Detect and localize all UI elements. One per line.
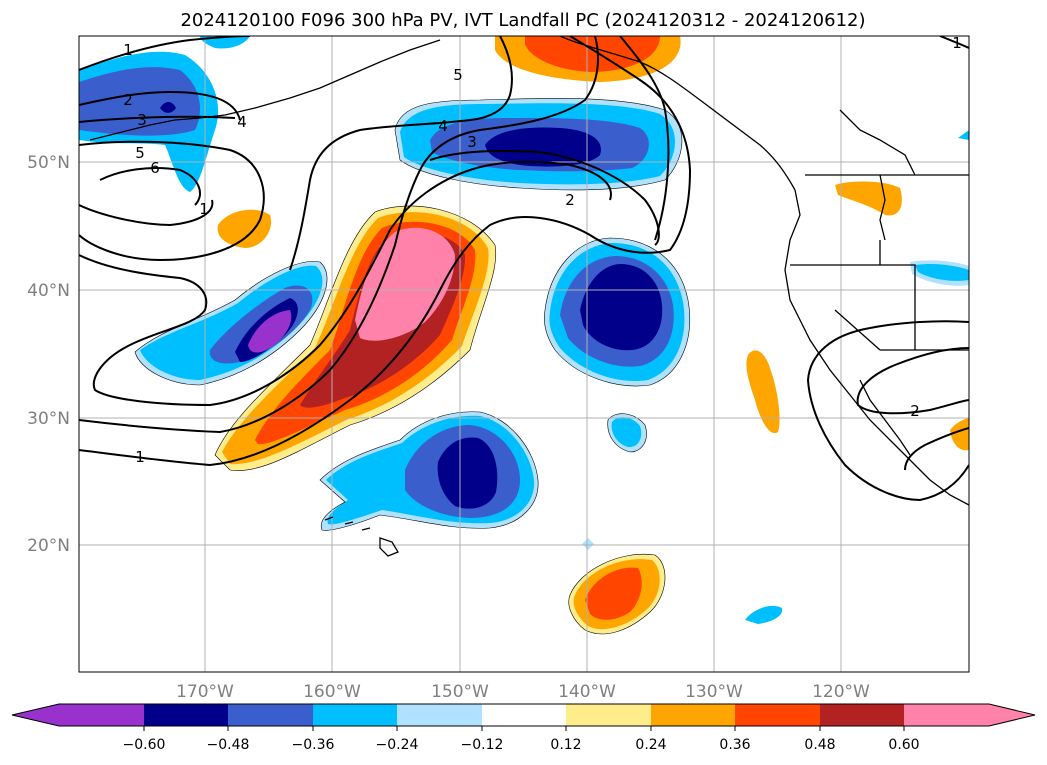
colorbar-tick-label: −0.36: [292, 737, 335, 753]
negative-nw-top: [200, 36, 250, 49]
longitude-labels: 170°W 160°W 150°W 140°W 130°W 120°W: [176, 682, 870, 702]
colorbar-segment: [313, 704, 397, 726]
colorbar-segment: [144, 704, 228, 726]
colorbar-extend-low: [12, 704, 59, 726]
colorbar-segment: [904, 704, 989, 726]
lat-label: 20°N: [27, 536, 70, 556]
colorbar-tick-label: 0.48: [804, 737, 835, 753]
colorbar-tick-label: 0.24: [635, 737, 666, 753]
contour-label: 2: [565, 191, 575, 209]
contour-label: 1: [135, 448, 145, 466]
colorbar-segment: [735, 704, 820, 726]
contour-labels: 1 2 3 4 5 6 1 1 4 3 5 2 2 1: [123, 34, 962, 466]
positive-small-coast: [746, 350, 780, 434]
colorbar-segment: [566, 704, 651, 726]
negative-small-a-sky: [611, 417, 642, 448]
negative-south-navy: [437, 437, 498, 509]
map-panel: 1 2 3 4 5 6 1 1 4 3 5 2 2 1: [79, 34, 969, 672]
positive-small-east: [950, 418, 969, 451]
figure-title: 2024120100 F096 300 hPa PV, IVT Landfall…: [180, 10, 865, 31]
colorbar-segment: [397, 704, 482, 726]
colorbar-tick-label: 0.60: [888, 737, 919, 753]
contour-label: 1: [199, 200, 209, 218]
colorbar-segment: [820, 704, 904, 726]
contour-label: 5: [135, 144, 145, 162]
colorbar-segment: [651, 704, 735, 726]
positive-small-nw: [835, 181, 902, 216]
map-frame: [78, 35, 970, 673]
negative-small-d: [958, 130, 969, 140]
contour-label: 2: [123, 91, 133, 109]
colorbar-outline: [11, 703, 1036, 727]
negative-anomaly-fields: [79, 36, 969, 624]
contour-label: 3: [137, 111, 147, 129]
colorbar-extend-high: [989, 704, 1035, 726]
colorbar-segment: [482, 704, 566, 726]
colorbar-tick-label: −0.48: [207, 737, 250, 753]
contour-label: 4: [237, 113, 247, 131]
pv-contours: [79, 36, 969, 502]
contour-label: 1: [952, 34, 962, 52]
negative-west-purple: [248, 310, 292, 353]
colorbar-tick-label: −0.12: [461, 737, 504, 753]
field-outlines: [134, 98, 690, 635]
colorbar-tick-label: 0.12: [550, 737, 581, 753]
latitude-labels: 50°N 40°N 30°N 20°N: [27, 153, 70, 556]
negative-small-c-sky: [915, 263, 969, 281]
contour-label: 5: [453, 66, 463, 84]
negative-north-navy: [485, 127, 601, 167]
contour-label: 3: [467, 133, 477, 151]
lat-label: 40°N: [27, 281, 70, 301]
negative-east-navy: [580, 264, 663, 351]
lon-label: 140°W: [558, 682, 616, 702]
contour-label: 4: [438, 117, 448, 135]
negative-small-b: [745, 605, 783, 624]
lat-label: 30°N: [27, 409, 70, 429]
positive-south-red: [585, 567, 642, 620]
negative-small-e: [582, 538, 594, 550]
lon-label: 160°W: [303, 682, 361, 702]
coastlines: [89, 36, 969, 557]
colorbar-tick-label: −0.24: [376, 737, 419, 753]
colorbar-tick-label: −0.60: [123, 737, 166, 753]
lon-label: 130°W: [685, 682, 743, 702]
lon-label: 150°W: [431, 682, 489, 702]
colorbar-segment: [228, 704, 313, 726]
lon-label: 170°W: [176, 682, 234, 702]
colorbar: −0.60 −0.48 −0.36 −0.24 −0.12 0.12 0.24 …: [11, 703, 1036, 753]
colorbar-tick-label: 0.36: [719, 737, 750, 753]
positive-small-west: [217, 209, 272, 248]
negative-nw-navy: [160, 102, 176, 113]
contour-label: 6: [150, 159, 160, 177]
positive-field-pink: [355, 227, 455, 341]
colorbar-segment: [59, 704, 144, 726]
contour-label: 1: [123, 41, 133, 59]
lat-label: 50°N: [27, 153, 70, 173]
lon-label: 120°W: [812, 682, 870, 702]
contour-label: 2: [910, 402, 920, 420]
